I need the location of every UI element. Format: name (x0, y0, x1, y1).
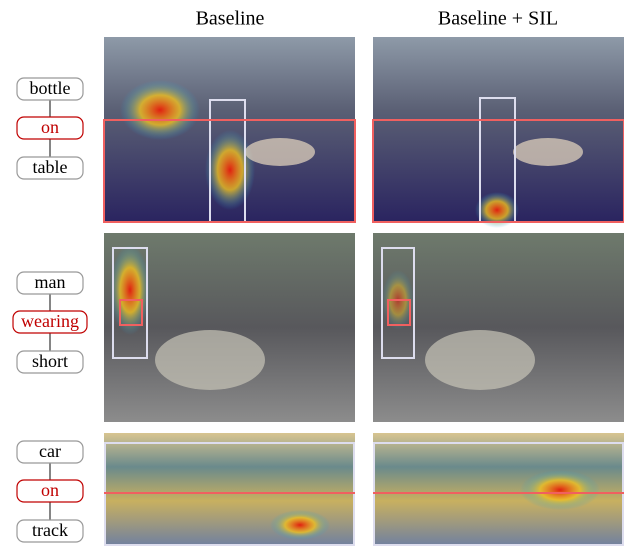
column-header: Baseline (196, 8, 265, 30)
object-label: track (32, 520, 68, 540)
image (373, 233, 624, 422)
heatmap (120, 80, 200, 140)
subject-label: bottle (30, 78, 71, 98)
predicate-label: on (41, 117, 59, 137)
plate (513, 138, 583, 166)
predicate-label: wearing (21, 311, 79, 331)
figure: Baseline Baseline + SIL bottle on table man… (0, 0, 624, 546)
motorcycle (155, 330, 265, 390)
motorcycle (425, 330, 535, 390)
subject-label: man (35, 272, 66, 292)
plate (245, 138, 315, 166)
heatmap (110, 245, 150, 335)
subject-label: car (39, 441, 61, 461)
object-label: short (32, 351, 68, 371)
heatmap (270, 510, 330, 540)
image-panels (104, 37, 624, 546)
predicate-label: on (41, 480, 59, 500)
heatmap (205, 130, 255, 210)
object-label: table (33, 157, 68, 177)
column-header: Baseline + SIL (438, 8, 558, 30)
heatmap (520, 470, 600, 510)
